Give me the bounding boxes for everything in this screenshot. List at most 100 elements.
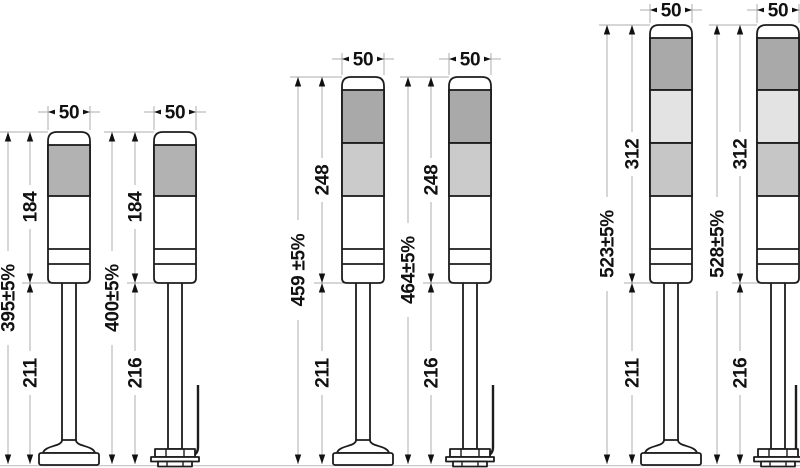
base-plate: [38, 452, 100, 466]
lens-segment: [448, 89, 492, 144]
base-flare: [42, 439, 96, 454]
base-flare: [336, 439, 390, 454]
svg-text:50: 50: [768, 1, 789, 22]
tower-4: 50 464±5% 248 216: [398, 50, 501, 468]
pole-height-label: 211: [20, 351, 42, 395]
mounting-nut-top: [449, 448, 491, 458]
total-height-label: 464±5%: [398, 223, 420, 317]
tower-3: 50 459 ±5% 248 211: [288, 50, 394, 466]
svg-text:50: 50: [59, 103, 80, 124]
tower-5-dimensions: 50 523±5% 312 211: [597, 1, 702, 464]
svg-text:211: 211: [313, 357, 334, 387]
mounting-nut-bottom: [452, 460, 488, 468]
svg-text:216: 216: [422, 358, 443, 389]
tower-4-dimensions: 50 464±5% 248 216: [398, 50, 501, 464]
mounting-nut-bottom: [157, 460, 193, 468]
total-height-label: 459 ±5%: [288, 220, 310, 320]
svg-text:312: 312: [731, 139, 752, 170]
svg-text:459 ±5%: 459 ±5%: [289, 233, 310, 306]
l-bracket: [189, 385, 200, 458]
width-dimension-label: 50: [349, 50, 377, 71]
tower-3-body: [332, 76, 394, 466]
mounting-nut-top: [757, 448, 799, 458]
svg-text:50: 50: [460, 50, 481, 71]
lens-height-label: 312: [622, 132, 644, 176]
lens-segment: [756, 142, 800, 197]
pole: [167, 281, 183, 450]
svg-text:50: 50: [661, 1, 682, 22]
svg-text:184: 184: [126, 191, 147, 223]
pole: [663, 281, 679, 449]
svg-text:211: 211: [623, 357, 644, 387]
l-bracket: [787, 385, 798, 458]
svg-text:248: 248: [313, 165, 334, 196]
base-plate: [640, 452, 702, 466]
total-height-label: 528±5%: [707, 197, 729, 291]
tower-1: 50 395±5% 184 211: [0, 103, 100, 466]
lens-segment: [649, 89, 693, 144]
pole-height-label: 216: [421, 351, 443, 395]
svg-text:248: 248: [422, 165, 443, 196]
svg-text:216: 216: [731, 358, 752, 389]
lens-segment: [47, 144, 91, 197]
tower-4-body: [445, 76, 495, 468]
total-height-label: 523±5%: [597, 197, 619, 291]
tower-2-dimensions: 50 400±5% 184 216: [102, 103, 206, 464]
lens-segment: [756, 89, 800, 144]
pole: [355, 281, 371, 449]
lens-segment: [448, 142, 492, 197]
svg-text:400±5%: 400±5%: [103, 264, 124, 332]
tower-6-dimensions: 50 528±5% 312 216: [707, 1, 800, 464]
svg-text:50: 50: [353, 50, 374, 71]
tower-1-body: [38, 131, 100, 466]
total-height-label: 395±5%: [0, 251, 20, 345]
lens-height-label: 248: [312, 158, 334, 202]
tower-5: 50 523±5% 312 211: [597, 1, 702, 466]
svg-text:312: 312: [623, 139, 644, 170]
lens-height-label: 248: [421, 158, 443, 202]
width-dimension-label: 50: [161, 103, 189, 124]
tower-2: 50 400±5% 184 216: [102, 103, 206, 468]
svg-text:50: 50: [165, 103, 186, 124]
lens-height-label: 184: [20, 185, 42, 229]
svg-text:523±5%: 523±5%: [598, 210, 619, 278]
lens-height-label: 312: [730, 132, 752, 176]
width-dimension-label: 50: [55, 103, 83, 124]
mounting-nut-bottom: [760, 460, 796, 468]
total-height-label: 400±5%: [102, 251, 124, 345]
width-dimension-label: 50: [657, 1, 685, 22]
width-dimension-label: 50: [456, 50, 484, 71]
svg-text:216: 216: [126, 358, 147, 389]
svg-text:395±5%: 395±5%: [0, 264, 20, 332]
lens-segment: [341, 89, 385, 144]
width-dimension-label: 50: [764, 1, 792, 22]
base-plate: [332, 452, 394, 466]
mounting-nut-top: [154, 448, 196, 458]
pole: [770, 281, 786, 450]
pole-height-label: 211: [312, 351, 334, 395]
svg-text:211: 211: [21, 357, 42, 387]
pole-height-label: 216: [730, 351, 752, 395]
tower-3-dimensions: 50 459 ±5% 248 211: [288, 50, 394, 464]
lens-segment: [756, 37, 800, 91]
svg-text:464±5%: 464±5%: [399, 236, 420, 304]
svg-text:528±5%: 528±5%: [708, 210, 729, 278]
svg-text:184: 184: [21, 191, 42, 223]
tower-1-dimensions: 50 395±5% 184 211: [0, 103, 100, 464]
lens-segment: [649, 142, 693, 197]
pole-height-label: 216: [125, 351, 147, 395]
tower-5-body: [640, 24, 702, 466]
tower-6-body: [753, 24, 800, 468]
lens-segment: [649, 37, 693, 91]
lens-height-label: 184: [125, 185, 147, 229]
tower-2-body: [150, 131, 200, 468]
pole: [61, 281, 77, 449]
pole-height-label: 211: [622, 351, 644, 395]
l-bracket: [484, 385, 495, 458]
lens-segment: [341, 142, 385, 197]
lens-segment: [153, 144, 197, 197]
pole: [462, 281, 478, 450]
base-flare: [644, 439, 698, 454]
